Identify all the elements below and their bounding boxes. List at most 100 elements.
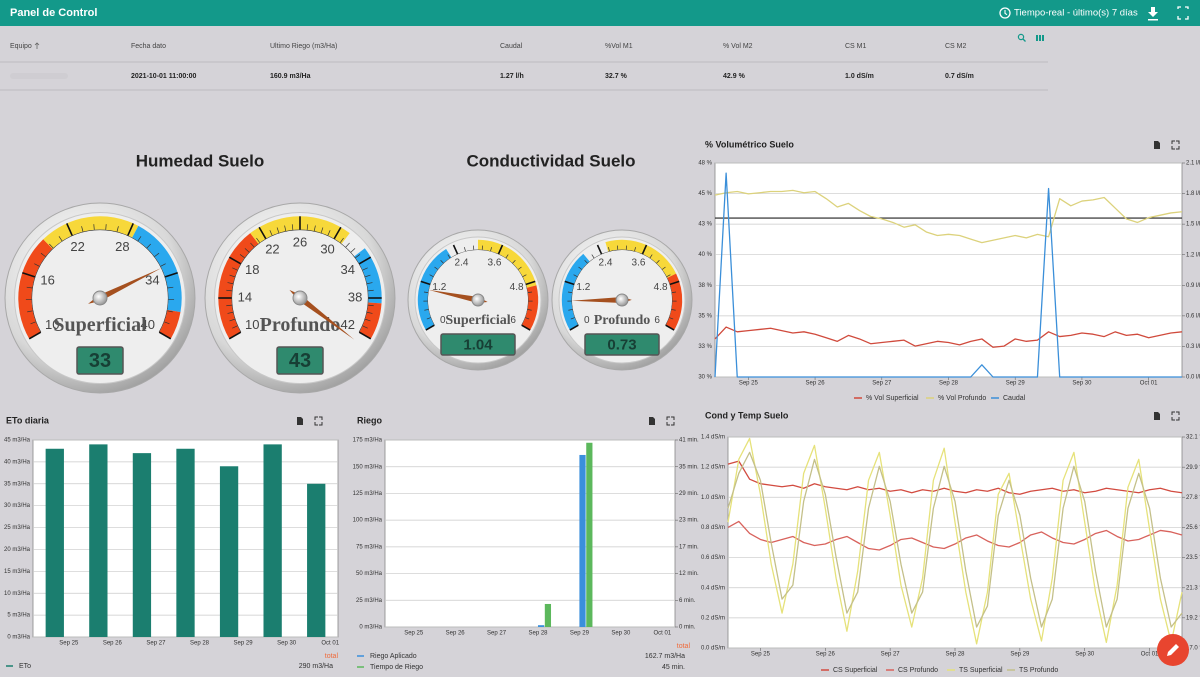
gauge-minor-tick (567, 291, 573, 293)
edit-fab[interactable] (1157, 634, 1189, 666)
gauge-tick (669, 280, 680, 286)
x-tick-label: Sep 26 (806, 381, 826, 387)
gauge-tick-label: 2.4 (599, 258, 613, 269)
legend-label: TS Profundo (1019, 667, 1058, 674)
x-tick-label: Sep 25 (739, 381, 759, 387)
y-tick-label: 20 m3/Ha (4, 547, 31, 553)
x-tick-label: Sep 28 (939, 381, 959, 387)
gauge-minor-tick (226, 304, 233, 307)
gauge-label: Superficial (53, 314, 147, 336)
gauge-minor-tick (160, 263, 166, 267)
gauge-minor-tick (345, 242, 350, 248)
bar (579, 454, 586, 627)
export-icon[interactable] (1154, 141, 1160, 149)
y2-tick-label: 29.9 °C (1186, 465, 1200, 471)
legend-label: TS Superficial (959, 667, 1003, 674)
y2-tick-label: 12 min. (679, 571, 699, 577)
gauge-tick (333, 226, 342, 240)
gauge-tick-label: 22 (265, 242, 279, 257)
gauge-minor-tick (34, 263, 40, 267)
plot-area (727, 436, 1183, 649)
expand-icon[interactable] (1171, 140, 1180, 150)
gauge-minor-tick (464, 247, 466, 252)
column-header: % Vol M2 (723, 43, 753, 50)
gauge-tick-label: 40 (140, 317, 154, 332)
gauge-tick (66, 223, 73, 236)
x-tick-label: Oct 01 (1141, 652, 1159, 658)
y-tick-label: 25 m3/Ha (356, 598, 383, 604)
time-range[interactable]: Tiempo-real - último(s) 7 días (1014, 8, 1138, 19)
column-header: Caudal (500, 43, 523, 50)
y-tick-label: 33 % (698, 344, 712, 350)
x-tick-label: Sep 26 (816, 652, 836, 658)
y-tick-label: 0 m3/Ha (7, 635, 30, 641)
gauge-minor-tick (429, 274, 434, 277)
y2-tick-label: 23 min. (679, 518, 699, 524)
gauge-minor-tick (634, 247, 636, 252)
table-cell: 42.9 % (723, 73, 746, 80)
sort-icon[interactable] (34, 42, 40, 49)
gauge-tick-label: 28 (115, 239, 129, 254)
gauge-band (18, 239, 53, 339)
gauge-tick-label: 4.8 (654, 282, 668, 293)
gauge-value: 43 (289, 350, 311, 372)
gauge-minor-tick (167, 286, 174, 289)
y-tick-label: 1.4 dS/m (701, 435, 725, 441)
y-tick-label: 38 % (698, 283, 712, 289)
export-icon[interactable] (297, 417, 303, 425)
x-tick-label: Sep 29 (234, 641, 254, 647)
gauge-minor-tick (244, 248, 250, 253)
gauge-minor-tick (137, 236, 142, 242)
export-icon[interactable] (1154, 412, 1160, 420)
gauge-band (218, 233, 259, 339)
clock-icon[interactable] (999, 7, 1011, 19)
export-icon[interactable] (649, 417, 655, 425)
gauge-tick-label: 30 (320, 242, 334, 257)
gauge-label: Profundo (594, 313, 651, 328)
plot-area (714, 162, 1183, 378)
y-tick-label: 15 m3/Ha (4, 569, 31, 575)
gauge-group-title: Humedad Suelo (136, 151, 264, 170)
gauge-minor-tick (146, 243, 151, 249)
expand-icon[interactable] (666, 416, 675, 426)
gauge-tick (420, 280, 431, 286)
gauge-tick (358, 256, 372, 265)
gauge-minor-tick (505, 254, 509, 259)
y-tick-label: 48 % (698, 161, 712, 167)
y-tick-label: 0.0 dS/m (701, 646, 725, 652)
series-line (714, 189, 1183, 244)
y2-tick-label: 19.2 °C (1186, 615, 1200, 621)
y-tick-label: 40 m3/Ha (4, 459, 31, 465)
series-line (727, 460, 1183, 495)
legend-label: CS Superficial (833, 667, 878, 674)
y2-tick-label: 0.3 l/h (1186, 344, 1200, 350)
gauge-tick (127, 223, 134, 236)
gauge-tick-label: 38 (348, 289, 362, 304)
expand-icon[interactable] (1171, 411, 1180, 421)
panel-title: Cond y Temp Suelo (705, 410, 789, 420)
gauge-minor-tick (232, 325, 238, 329)
total-header: total (677, 643, 691, 650)
expand-icon[interactable] (314, 416, 323, 426)
gauge-minor-tick (364, 274, 371, 278)
gauge-band (605, 239, 677, 278)
gauge-tick-label: 34 (340, 262, 354, 277)
y-tick-label: 43 % (698, 222, 712, 228)
bar (176, 448, 195, 637)
search-icon[interactable] (1017, 33, 1026, 42)
column-header: %Vol M1 (605, 43, 633, 50)
series-line (714, 326, 1183, 348)
panel-title: % Volumétrico Suelo (705, 139, 794, 149)
fullscreen-icon[interactable] (1177, 6, 1189, 20)
x-tick-label: Sep 30 (277, 641, 297, 647)
gauge-minor-tick (440, 259, 444, 264)
gauge-minor-tick (327, 230, 331, 236)
gauge-minor-tick (447, 254, 451, 259)
legend-label: % Vol Superficial (866, 395, 919, 402)
y-tick-label: 0 m3/Ha (359, 625, 382, 631)
download-icon[interactable] (1148, 7, 1158, 21)
columns-icon[interactable] (1036, 35, 1044, 41)
gauge-tick-label: 3.6 (632, 258, 646, 269)
y2-tick-label: 2.1 l/h (1186, 161, 1200, 167)
